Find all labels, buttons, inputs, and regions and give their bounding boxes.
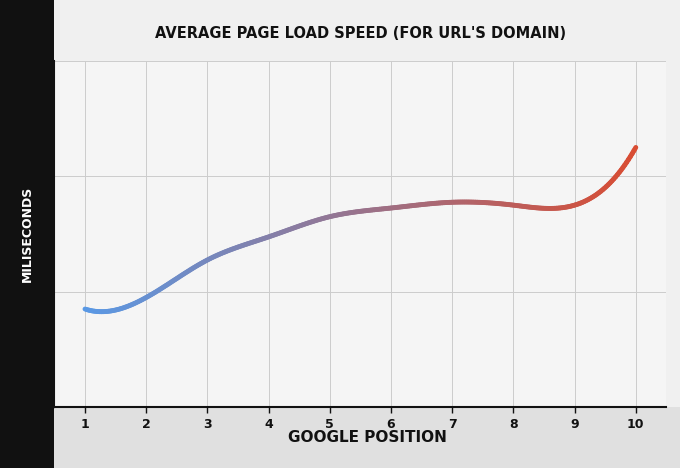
- Text: AVERAGE PAGE LOAD SPEED (FOR URL'S DOMAIN): AVERAGE PAGE LOAD SPEED (FOR URL'S DOMAI…: [155, 26, 566, 41]
- Text: MILISECONDS: MILISECONDS: [20, 186, 34, 282]
- Text: GOOGLE POSITION: GOOGLE POSITION: [288, 430, 447, 445]
